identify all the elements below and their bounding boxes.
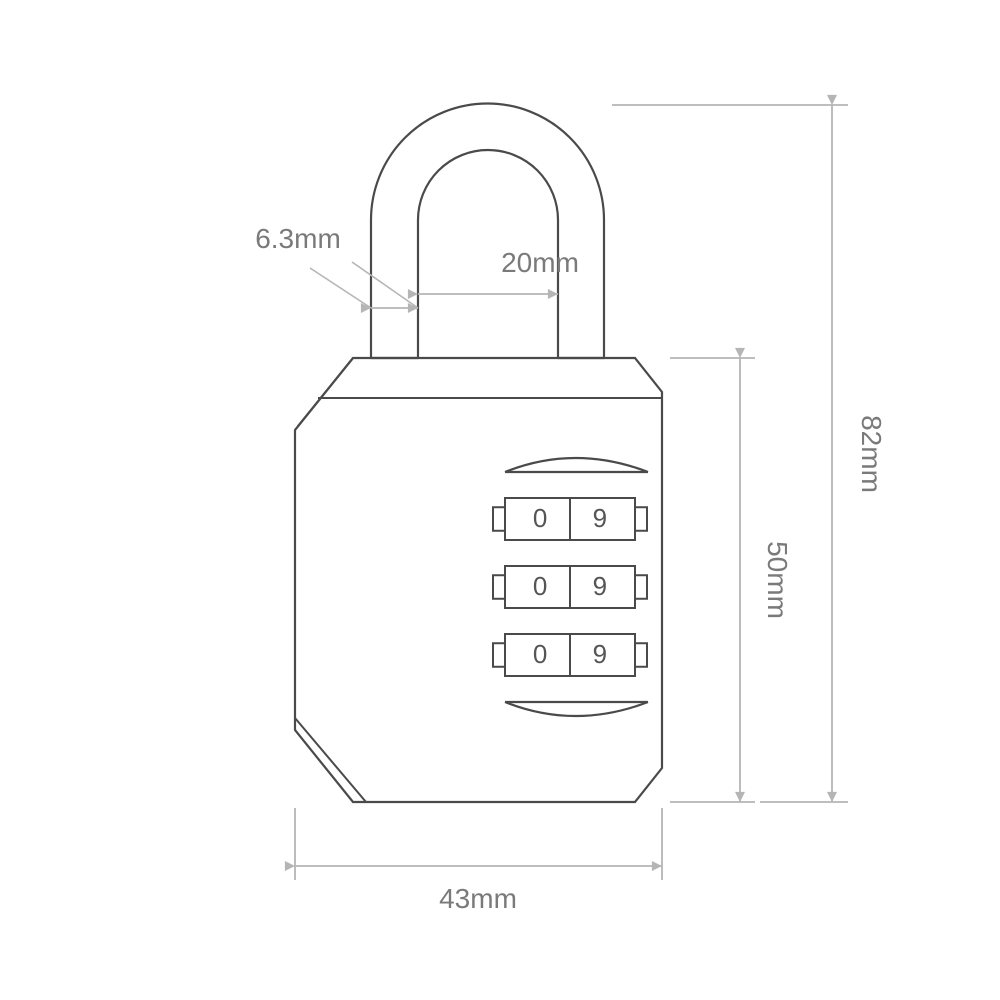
dim-total-height: 82mm (612, 105, 887, 802)
dial-digit-left: 0 (533, 503, 547, 533)
dim-body-height: 50mm (670, 358, 793, 802)
dial-tab-right (635, 643, 647, 667)
chamfer-upper-left-inner (298, 358, 353, 426)
combination-dials: 0 9 0 9 0 9 (493, 498, 647, 676)
dim-body-width: 43mm (295, 808, 662, 914)
dial-tab-right (635, 507, 647, 531)
dial-digit-left: 0 (533, 639, 547, 669)
dim-shackle-thickness: 6.3mm (255, 223, 418, 308)
dial-tab-left (493, 507, 505, 531)
dial-tab-right (635, 575, 647, 599)
label-body-height: 50mm (762, 541, 793, 619)
dial-lip-bottom (505, 702, 648, 716)
dial-tab-left (493, 575, 505, 599)
dial-lip-top (505, 458, 648, 472)
shackle (371, 104, 604, 359)
dial-digit-right: 9 (593, 503, 607, 533)
label-shackle-inner-width: 20mm (501, 247, 579, 278)
chamfer-lower-left-inner (295, 718, 366, 802)
dial-digit-left: 0 (533, 571, 547, 601)
label-body-width: 43mm (439, 883, 517, 914)
padlock-dimension-diagram: 0 9 0 9 0 9 43mm 50mm 82mm 20mm 6.3mm (0, 0, 1000, 1000)
dial-digit-right: 9 (593, 639, 607, 669)
dial-tab-left (493, 643, 505, 667)
label-total-height: 82mm (856, 415, 887, 493)
dim-shackle-inner-width: 20mm (418, 247, 579, 294)
label-shackle-thickness: 6.3mm (255, 223, 341, 254)
shackle-outer (371, 104, 604, 359)
dial-digit-right: 9 (593, 571, 607, 601)
